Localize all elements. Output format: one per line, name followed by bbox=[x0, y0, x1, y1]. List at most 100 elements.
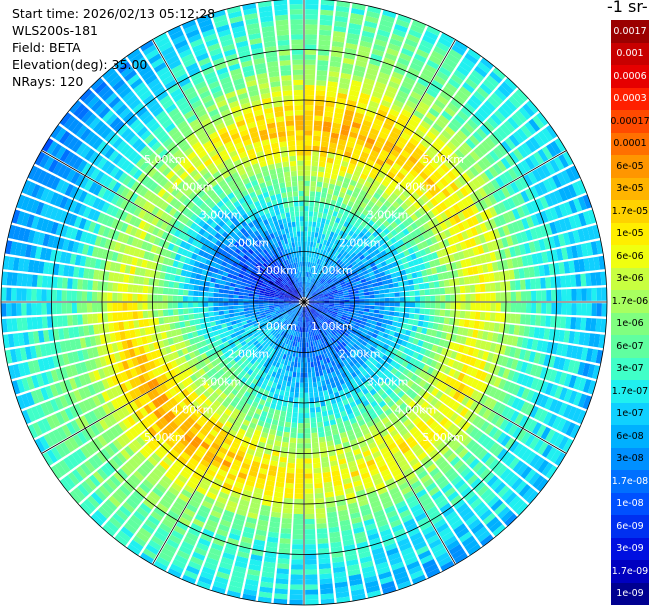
ray-gate bbox=[324, 172, 331, 179]
ray-gate bbox=[379, 293, 385, 298]
ray-gate bbox=[316, 282, 321, 287]
ray-gate bbox=[405, 159, 415, 169]
ray-gate bbox=[506, 197, 516, 209]
ray-gate bbox=[369, 261, 376, 268]
ray-gate bbox=[331, 287, 337, 292]
ray-gate bbox=[313, 298, 319, 301]
ray-gate bbox=[328, 183, 335, 190]
ray-gate bbox=[561, 344, 569, 357]
ray-gate bbox=[281, 441, 289, 448]
ray-gate bbox=[371, 320, 378, 326]
ray-gate bbox=[326, 263, 331, 270]
ray-gate bbox=[299, 337, 303, 343]
ray-gate bbox=[419, 72, 432, 83]
ray-gate bbox=[319, 578, 333, 585]
ray-gate bbox=[286, 381, 292, 387]
ray-gate bbox=[402, 280, 409, 286]
ray-gate bbox=[431, 103, 443, 114]
ray-gate bbox=[396, 322, 403, 328]
ray-gate bbox=[304, 241, 307, 247]
ray-gate bbox=[404, 38, 418, 48]
ray-gate bbox=[503, 170, 514, 183]
ray-gate bbox=[414, 265, 421, 272]
ray-gate bbox=[515, 360, 524, 372]
ray-gate bbox=[361, 234, 369, 242]
ray-gate bbox=[477, 159, 488, 171]
ray-gate bbox=[333, 257, 339, 263]
ray-gate bbox=[525, 202, 535, 215]
ray-gate bbox=[304, 216, 309, 222]
ray-gate bbox=[369, 58, 382, 67]
ray-gate bbox=[304, 463, 313, 469]
ray-gate bbox=[373, 118, 384, 127]
ray-gate bbox=[444, 125, 456, 137]
ray-gate bbox=[422, 167, 433, 177]
ray-gate bbox=[367, 283, 374, 289]
ray-gate bbox=[291, 549, 304, 555]
ray-gate bbox=[541, 146, 553, 160]
ray-gate bbox=[342, 274, 348, 280]
ray-gate bbox=[277, 425, 284, 432]
ray-gate bbox=[411, 57, 425, 68]
ray-gate bbox=[418, 283, 425, 290]
ray-gate bbox=[461, 230, 469, 240]
ray-gate bbox=[310, 175, 317, 182]
ray-gate bbox=[429, 260, 436, 268]
ray-gate bbox=[359, 129, 369, 137]
ray-gate bbox=[485, 302, 491, 312]
ray-gate bbox=[509, 346, 517, 358]
ray-gate bbox=[363, 251, 370, 258]
ray-gate bbox=[424, 335, 431, 343]
ray-gate bbox=[488, 218, 497, 229]
ray-gate bbox=[305, 337, 309, 343]
ray-gate bbox=[431, 50, 445, 61]
ray-gate bbox=[293, 503, 304, 510]
ray-gate bbox=[425, 238, 433, 247]
ray-gate bbox=[318, 166, 325, 173]
ray-gate bbox=[295, 351, 299, 358]
ray-gate bbox=[313, 303, 320, 305]
ray-gate bbox=[344, 299, 350, 302]
ray-gate bbox=[310, 290, 315, 295]
ray-gate bbox=[504, 281, 511, 291]
ray-gate bbox=[327, 225, 333, 232]
ray-gate bbox=[332, 289, 338, 293]
ray-gate bbox=[312, 257, 316, 263]
ray-gate bbox=[419, 289, 426, 296]
ray-gate bbox=[363, 288, 369, 293]
ray-gate bbox=[587, 226, 596, 240]
ray-gate bbox=[528, 266, 535, 278]
ray-gate bbox=[304, 528, 316, 535]
ray-gate bbox=[465, 169, 476, 180]
ray-gate bbox=[338, 293, 344, 297]
ray-gate bbox=[315, 275, 320, 281]
ray-gate bbox=[537, 148, 549, 163]
ray-gate bbox=[418, 101, 430, 111]
ray-gate bbox=[400, 328, 407, 335]
ray-gate bbox=[450, 262, 457, 270]
ray-gate bbox=[460, 259, 467, 268]
ray-gate bbox=[402, 318, 409, 324]
ray-gate bbox=[384, 293, 390, 298]
ray-gate bbox=[352, 287, 359, 292]
ray-gate bbox=[490, 178, 501, 191]
ray-gate bbox=[391, 261, 399, 268]
ray-gate bbox=[568, 331, 576, 344]
ray-gate bbox=[496, 127, 508, 140]
ray-gate bbox=[304, 539, 316, 545]
ray-gate bbox=[306, 251, 310, 257]
ray-gate bbox=[445, 184, 455, 195]
ray-gate bbox=[468, 134, 480, 146]
ray-gate bbox=[504, 247, 512, 259]
ray-gate bbox=[358, 292, 365, 296]
ray-gate bbox=[324, 269, 330, 275]
ray-gate bbox=[384, 297, 390, 302]
ray-gate bbox=[513, 245, 522, 256]
ray-gate bbox=[350, 12, 364, 21]
ray-gate bbox=[282, 380, 287, 386]
ray-gate bbox=[304, 498, 314, 504]
ray-gate bbox=[343, 292, 349, 296]
ray-gate bbox=[437, 323, 444, 331]
ray-gate bbox=[558, 154, 569, 168]
ray-gate bbox=[398, 222, 406, 231]
